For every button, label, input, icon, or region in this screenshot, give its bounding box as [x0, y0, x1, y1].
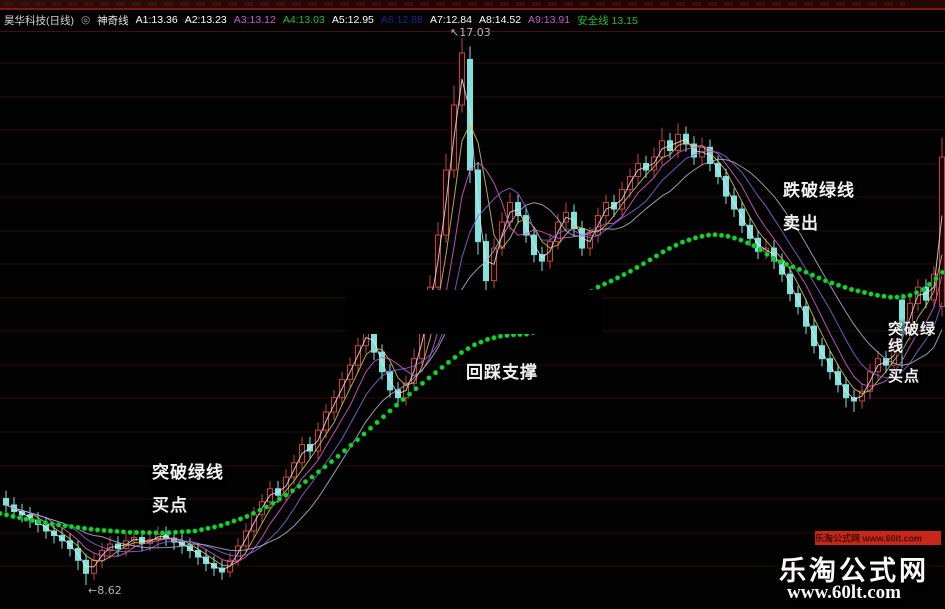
magic-line-dots: [0, 232, 945, 536]
indicator-item: ◎: [81, 14, 91, 26]
titlebar-separator: [0, 31, 945, 32]
annotation-buy-right: 突破绿线 买点: [888, 321, 945, 386]
annotation-line: 突破绿线: [888, 321, 937, 355]
indicator-item: A6:12.88: [380, 14, 423, 26]
price-label-high: ↖17.03: [450, 26, 491, 39]
annotation-support: 回踩支撑: [466, 363, 538, 383]
menu-bar[interactable]: [0, 0, 945, 10]
indicator-item: A8:14.52: [479, 14, 522, 26]
price-label-low: ←8.62: [88, 584, 122, 597]
annotation-buy-left: 突破绿线 买点: [152, 463, 224, 515]
indicator-item: A3:13.12: [233, 14, 276, 26]
watermark-banner: 乐淘公式网 www.60lt.com: [815, 531, 941, 545]
indicator-item: A7:12.84: [429, 14, 472, 26]
indicator-item: A2:13.23: [184, 14, 227, 26]
redaction-box: [346, 290, 602, 334]
high-price-value: 17.03: [459, 26, 491, 39]
indicator-item: 昊华科技(日线): [4, 14, 74, 27]
watermark-title: 乐淘公式网: [779, 556, 929, 586]
annotation-line: 买点: [888, 368, 921, 385]
arrow-up-left-icon: ↖: [450, 26, 460, 39]
indicator-item: A4:13.03: [282, 14, 325, 26]
indicator-item: A5:12.95: [331, 14, 374, 26]
watermark-url: www.60lt.com: [787, 582, 901, 603]
indicator-item: A9:13.91: [528, 14, 571, 26]
watermark-banner-text: 乐淘公式网 www.60lt.com: [815, 533, 923, 543]
indicator-item: A1:13.36: [135, 14, 178, 26]
title-bar: 昊华科技(日线) ◎ 神奇线 A1:13.36 A2:13.23 A3:13.12 A4:1…: [4, 11, 934, 29]
annotation-line: 回踩支撑: [466, 363, 538, 382]
annotation-line: 卖出: [783, 213, 819, 233]
annotation-line: 突破绿线: [152, 463, 224, 482]
low-price-value: 8.62: [97, 584, 122, 597]
arrow-left-icon: ←: [88, 584, 98, 597]
indicator-item: 安全线 13.15: [577, 14, 638, 27]
annotation-line: 买点: [152, 495, 188, 515]
indicator-item: 神奇线: [97, 14, 129, 27]
annotation-line: 跌破绿线: [783, 181, 855, 200]
annotation-sell: 跌破绿线 卖出: [783, 181, 855, 233]
